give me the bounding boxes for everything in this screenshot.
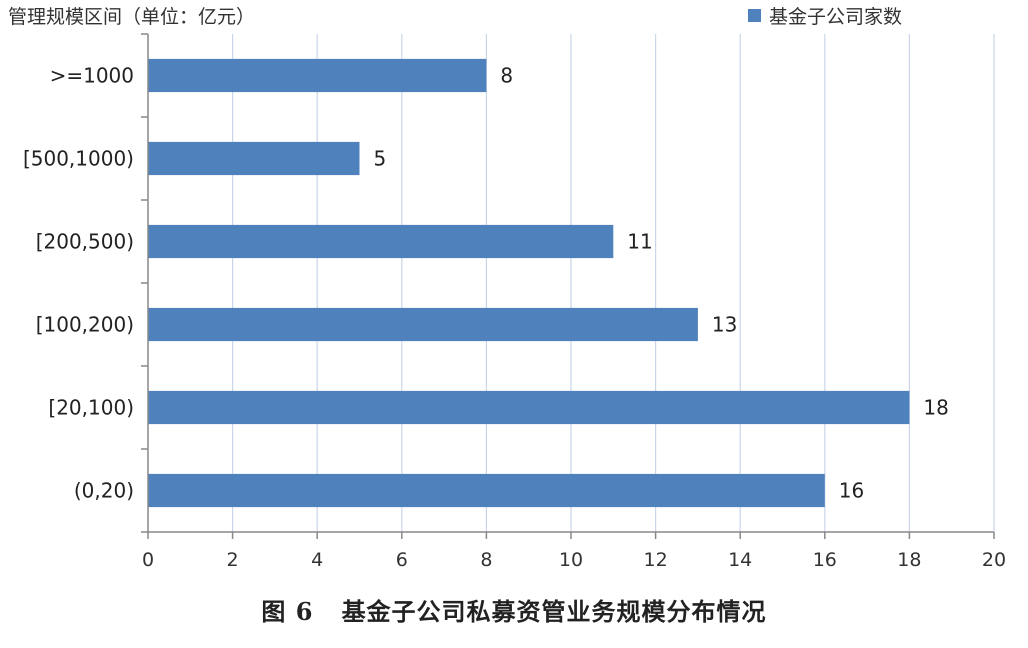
x-tick-label-7: 14 — [728, 549, 752, 571]
legend: 基金子公司家数 — [748, 2, 902, 29]
x-tick-label-8: 16 — [813, 549, 837, 571]
x-tick-label-6: 12 — [644, 549, 668, 571]
category-label-4: [20,100) — [48, 396, 134, 420]
category-label-1: [500,1000) — [23, 147, 134, 171]
legend-swatch — [748, 9, 761, 22]
bar-1 — [148, 141, 360, 176]
data-label-1: 5 — [374, 147, 387, 171]
x-tick-label-3: 6 — [396, 549, 408, 571]
data-label-5: 16 — [839, 479, 864, 503]
data-label-4: 18 — [923, 396, 948, 420]
y-axis-title: 管理规模区间（单位：亿元） — [8, 6, 256, 28]
data-label-3: 13 — [712, 313, 737, 337]
x-tick-label-5: 10 — [559, 549, 583, 571]
category-label-2: [200,500) — [36, 230, 134, 254]
bar-2 — [148, 224, 614, 259]
x-tick-label-1: 2 — [227, 549, 239, 571]
data-label-2: 11 — [627, 230, 652, 254]
bar-4 — [148, 390, 910, 425]
data-label-0: 8 — [500, 64, 513, 88]
figure-caption: 图 6 基金子公司私募资管业务规模分布情况 — [0, 592, 1028, 627]
caption-text: 基金子公司私募资管业务规模分布情况 — [341, 597, 767, 626]
x-tick-label-2: 4 — [311, 549, 323, 571]
bar-5 — [148, 473, 825, 508]
x-tick-label-0: 0 — [142, 549, 154, 571]
x-tick-label-9: 18 — [897, 549, 921, 571]
category-label-5: (0,20) — [74, 479, 134, 503]
x-tick-label-10: 20 — [982, 549, 1006, 571]
category-label-3: [100,200) — [36, 313, 134, 337]
x-tick-label-4: 8 — [480, 549, 492, 571]
legend-label: 基金子公司家数 — [769, 6, 903, 28]
bar-3 — [148, 307, 698, 342]
bar-0 — [148, 58, 487, 93]
caption-figure-number: 图 6 — [261, 597, 314, 626]
category-label-0: >=1000 — [50, 64, 134, 88]
